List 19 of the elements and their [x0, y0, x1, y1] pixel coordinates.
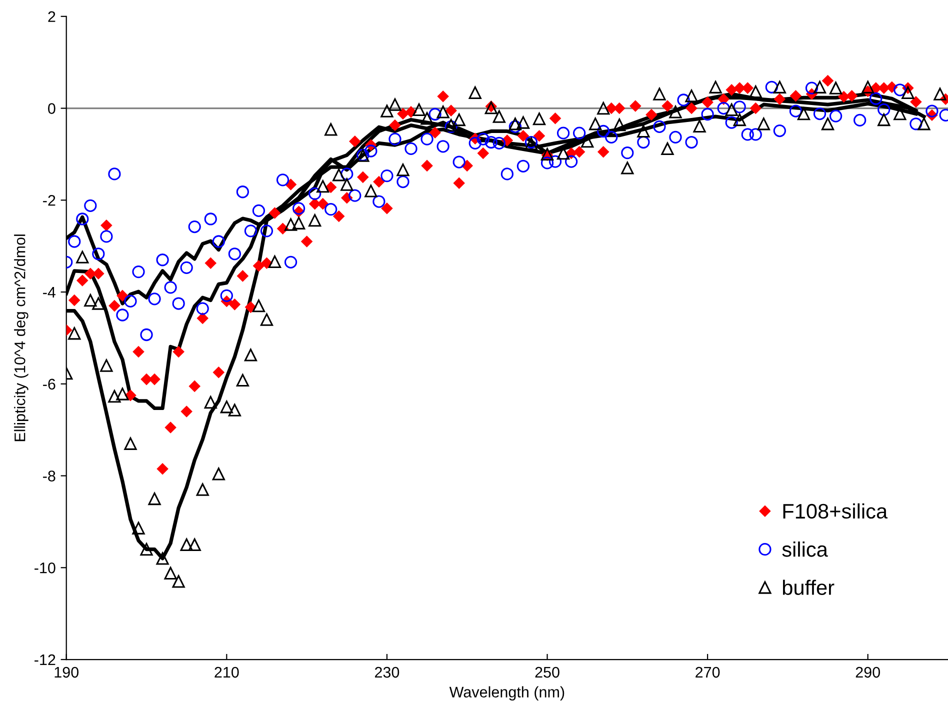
- x-tick-label: 250: [535, 666, 560, 678]
- x-tick-label: 210: [214, 666, 239, 678]
- y-tick-label: -8: [43, 470, 56, 482]
- y-tick-label: -12: [34, 654, 56, 666]
- legend-label: buffer: [782, 580, 834, 595]
- y-tick-label: -2: [43, 195, 56, 206]
- x-tick-label: 290: [856, 666, 880, 678]
- y-tick-label: -10: [34, 562, 56, 574]
- y-tick-label: 0: [48, 103, 56, 114]
- y-tick-label: 2: [48, 11, 56, 22]
- x-tick-label: 190: [54, 666, 79, 678]
- legend-label: F108+silica: [783, 503, 888, 519]
- x-axis-title: Wavelength (nm): [449, 686, 564, 701]
- x-tick-label: 230: [374, 666, 400, 678]
- legend-label: silica: [782, 542, 828, 557]
- y-axis-title: Ellipticity (10^4 deg cm^2/dmol: [14, 234, 28, 442]
- y-tick-label: -4: [43, 287, 56, 298]
- x-tick-label: 270: [696, 666, 720, 678]
- y-tick-label: -6: [43, 378, 56, 390]
